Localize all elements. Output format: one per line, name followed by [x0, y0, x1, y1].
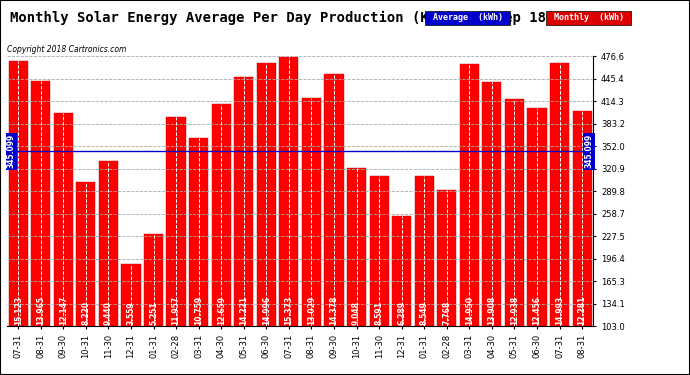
Bar	[460, 64, 479, 326]
Text: 345.099: 345.099	[584, 134, 593, 168]
Text: 14.378: 14.378	[330, 296, 339, 325]
Bar	[370, 176, 388, 326]
Bar	[415, 176, 434, 326]
Bar	[392, 216, 411, 326]
Bar	[527, 108, 546, 326]
Text: 15.373: 15.373	[284, 296, 293, 325]
Text: 12.147: 12.147	[59, 296, 68, 325]
Bar	[482, 82, 502, 326]
Text: 9.048: 9.048	[352, 301, 361, 325]
Bar	[121, 264, 141, 326]
Text: 6.289: 6.289	[397, 301, 406, 325]
Text: 11.957: 11.957	[172, 296, 181, 325]
Bar	[302, 98, 321, 326]
Bar	[505, 99, 524, 326]
Bar	[8, 61, 28, 326]
Bar	[437, 190, 456, 326]
Text: 12.456: 12.456	[533, 296, 542, 325]
Text: Monthly  (kWh): Monthly (kWh)	[549, 13, 629, 22]
Text: 10.759: 10.759	[194, 296, 203, 325]
Text: 3.559: 3.559	[126, 301, 135, 325]
Text: 7.768: 7.768	[442, 300, 451, 325]
Text: 12.281: 12.281	[578, 296, 586, 325]
Bar	[144, 234, 163, 326]
Text: 13.965: 13.965	[37, 296, 46, 325]
Text: 14.950: 14.950	[465, 296, 474, 325]
Text: 8.220: 8.220	[81, 301, 90, 325]
Text: 12.938: 12.938	[510, 296, 519, 325]
Bar	[234, 77, 253, 326]
Text: 14.221: 14.221	[239, 296, 248, 325]
Text: 9.440: 9.440	[104, 301, 113, 325]
Text: Copyright 2018 Cartronics.com: Copyright 2018 Cartronics.com	[7, 45, 126, 54]
Bar	[324, 74, 344, 326]
Text: 14.996: 14.996	[262, 296, 270, 325]
Bar	[212, 104, 230, 326]
Text: Average  (kWh): Average (kWh)	[428, 13, 508, 22]
Bar	[31, 81, 50, 326]
Bar	[347, 168, 366, 326]
Bar	[77, 182, 95, 326]
Bar	[550, 63, 569, 326]
Text: 5.251: 5.251	[149, 301, 158, 325]
Text: 15.123: 15.123	[14, 296, 23, 325]
Text: 345.099: 345.099	[7, 134, 16, 168]
Bar	[189, 138, 208, 326]
Bar	[99, 161, 118, 326]
Text: 8.549: 8.549	[420, 301, 428, 325]
Bar	[166, 117, 186, 326]
Text: 8.591: 8.591	[375, 301, 384, 325]
Bar	[573, 111, 592, 326]
Text: 13.029: 13.029	[307, 296, 316, 325]
Bar	[54, 113, 73, 326]
Text: 12.659: 12.659	[217, 296, 226, 325]
Text: 14.993: 14.993	[555, 296, 564, 325]
Bar	[257, 63, 276, 326]
Bar	[279, 57, 299, 326]
Text: Monthly Solar Energy Average Per Day Production (KWh) Tue Sep 18 18:42: Monthly Solar Energy Average Per Day Pro…	[10, 11, 597, 26]
Text: 13.908: 13.908	[487, 296, 496, 325]
